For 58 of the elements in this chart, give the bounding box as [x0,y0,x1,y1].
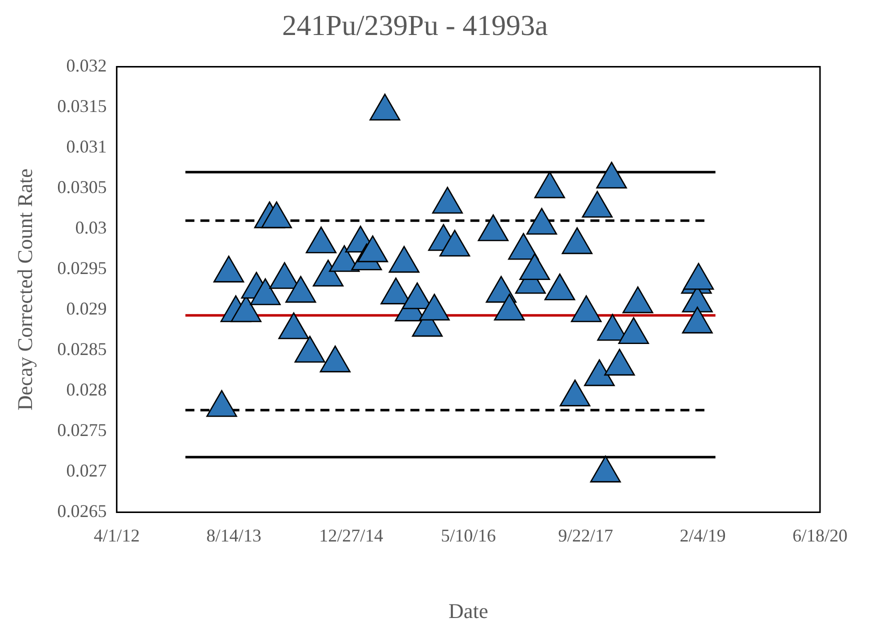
point [312,260,344,287]
point [294,336,326,363]
y-axis-title: Decay Corrected Count Rate [13,168,38,410]
y-tick-label: 0.03 [75,218,107,238]
point [618,317,649,344]
point [418,294,450,321]
point [508,232,539,260]
x-tick-label: 2/4/19 [680,526,726,546]
point [261,201,292,228]
y-tick-label: 0.0275 [57,420,107,440]
point [584,359,615,386]
point [439,230,470,257]
y-tick-label: 0.0315 [57,96,107,116]
y-tick-label: 0.027 [66,460,107,480]
point [562,227,592,254]
point [206,390,238,417]
point [357,235,388,262]
x-tick-label: 4/1/12 [94,526,140,546]
point [596,162,627,189]
y-tick-label: 0.0285 [57,338,107,359]
point [570,295,602,322]
y-tick-label: 0.029 [66,298,107,318]
point [494,294,525,321]
point [285,276,316,303]
x-tick-label: 5/10/16 [440,526,496,546]
point [604,348,635,376]
y-tick-label: 0.0305 [57,177,107,198]
y-tick-label: 0.032 [66,56,107,76]
point [683,262,714,290]
point [622,286,654,314]
y-tick-label: 0.0295 [57,258,107,278]
point [519,253,550,280]
point [582,190,613,218]
point [213,256,244,282]
point [590,456,621,482]
point [320,346,351,372]
x-tick-label: 9/22/17 [558,526,614,546]
point [526,208,558,235]
point [682,306,713,334]
chart-title: 241Pu/239Pu - 41993a [282,10,548,42]
point [544,273,576,300]
x-tick-label: 12/27/14 [319,526,384,546]
y-tick-label: 0.0265 [57,500,107,521]
point [278,312,310,340]
y-tick-label: 0.031 [66,136,107,157]
point [534,171,566,198]
point [328,245,360,272]
point [560,380,590,406]
point [370,94,400,120]
y-tick-label: 0.028 [66,379,107,400]
point [306,226,336,254]
x-tick-label: 6/18/20 [792,526,848,546]
point [432,186,463,214]
x-axis-title: Date [448,598,488,623]
x-tick-label: 8/14/13 [206,526,262,546]
point [388,246,420,273]
point [478,214,509,242]
point [250,278,281,306]
